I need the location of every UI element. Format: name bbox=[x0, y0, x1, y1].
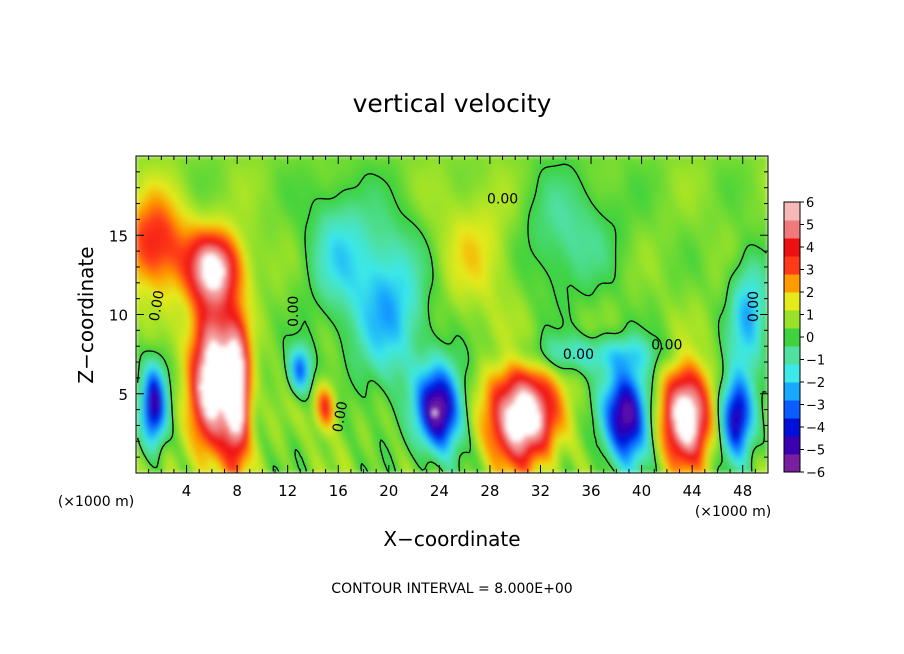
colorbar-tick-label: −3 bbox=[806, 399, 825, 414]
x-tick-label: 20 bbox=[379, 482, 398, 500]
colorbar-tick-label: 5 bbox=[806, 219, 814, 234]
colorbar-tick-label: −2 bbox=[806, 376, 825, 391]
contour-label: 0.00 bbox=[147, 289, 168, 322]
colorbar-tick-label: −4 bbox=[806, 421, 825, 436]
x-tick-label: 24 bbox=[430, 482, 449, 500]
y-axis-label: Z−coordinate bbox=[74, 246, 98, 383]
contour-interval-label: CONTOUR INTERVAL = 8.000E+00 bbox=[331, 581, 572, 597]
colorbar-tick-label: 1 bbox=[806, 309, 814, 324]
colorbar: 6 5 4 3 2 1 0 −1 −2 −3 −4 −5 −6 bbox=[783, 196, 825, 481]
contour-labels: 0.00 0.00 0.00 0.00 0.00 0.00 0.00 bbox=[147, 192, 762, 434]
zero-contours bbox=[136, 163, 767, 472]
colorbar-tick-label: 2 bbox=[806, 286, 814, 301]
colorbar-swatch bbox=[784, 454, 800, 473]
contour-label: 0.00 bbox=[286, 296, 302, 327]
x-tick-label: 44 bbox=[683, 482, 702, 500]
contour-label: 0.00 bbox=[330, 400, 351, 433]
colorbar-swatch bbox=[784, 220, 800, 239]
y-tick-label: 10 bbox=[109, 307, 128, 325]
velocity-field-image bbox=[136, 156, 768, 473]
colorbar-tick-label: −6 bbox=[806, 466, 825, 481]
colorbar-swatch bbox=[784, 364, 800, 383]
x-tick-label: 40 bbox=[632, 482, 651, 500]
x-tick-label: 36 bbox=[581, 482, 600, 500]
colorbar-tick-label: 0 bbox=[806, 331, 814, 346]
velocity-field: 0.00 0.00 0.00 0.00 0.00 0.00 0.00 bbox=[136, 156, 768, 473]
colorbar-swatch bbox=[784, 436, 800, 455]
colorbar-tick-label: 3 bbox=[806, 264, 814, 279]
colorbar-swatch bbox=[784, 328, 800, 347]
y-tick-label: 15 bbox=[109, 227, 128, 245]
x-tick-label: 16 bbox=[329, 482, 348, 500]
contour-label: 0.00 bbox=[746, 291, 762, 322]
colorbar-swatch bbox=[784, 400, 800, 419]
colorbar-swatch bbox=[784, 274, 800, 293]
zero-contour-line bbox=[136, 163, 767, 472]
colorbar-swatch bbox=[784, 202, 800, 221]
colorbar-swatch bbox=[784, 418, 800, 437]
contour-label: 0.00 bbox=[563, 347, 594, 363]
colorbar-tick-label: 6 bbox=[806, 196, 814, 211]
x-tick-label: 32 bbox=[531, 482, 550, 500]
x-tick-label: 8 bbox=[232, 482, 242, 500]
x-tick-label: 4 bbox=[182, 482, 192, 500]
x-tick-label: 12 bbox=[278, 482, 297, 500]
y-tick-label: 5 bbox=[118, 386, 128, 404]
colorbar-swatch bbox=[784, 382, 800, 401]
colorbar-swatch bbox=[784, 310, 800, 329]
contour-label: 0.00 bbox=[651, 337, 682, 353]
x-tick-label: 28 bbox=[480, 482, 499, 500]
colorbar-tick-label: −1 bbox=[806, 354, 825, 369]
colorbar-swatch bbox=[784, 256, 800, 275]
colorbar-swatch bbox=[784, 346, 800, 365]
x-unit-label-right: (×1000 m) bbox=[695, 504, 771, 520]
colorbar-tick-label: 4 bbox=[806, 241, 814, 256]
colorbar-tick-label: −5 bbox=[806, 444, 825, 459]
x-axis-ticks: 4 8 12 16 20 24 28 32 36 40 44 48 bbox=[148, 156, 756, 500]
y-axis-ticks: 5 10 15 bbox=[109, 171, 768, 458]
chart-title: vertical velocity bbox=[353, 89, 552, 118]
colorbar-swatch bbox=[784, 238, 800, 257]
x-axis-label: X−coordinate bbox=[383, 527, 520, 551]
colorbar-swatch bbox=[784, 292, 800, 311]
x-tick-label: 48 bbox=[733, 482, 752, 500]
contour-label: 0.00 bbox=[487, 192, 518, 208]
x-unit-label-left: (×1000 m) bbox=[58, 494, 134, 510]
